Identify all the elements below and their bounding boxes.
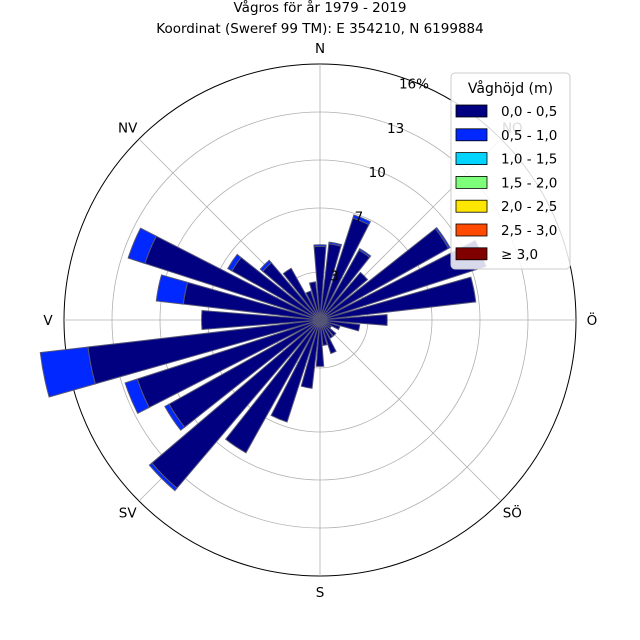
rose-bar-dir29-series0	[282, 267, 321, 321]
rose-bar-dir15-series0	[319, 319, 328, 346]
rose-bar-dir2-series1	[352, 214, 371, 226]
rose-bar-dir12-series0	[319, 319, 337, 337]
rose-bars	[39, 214, 487, 492]
rose-bar-dir3-series1	[358, 248, 372, 258]
rose-bar-dir8-series0	[319, 314, 388, 326]
legend-entry-label: 2,5 - 3,0	[501, 223, 557, 239]
chart-subtitle: Koordinat (Sweref 99 TM): E 354210, N 61…	[156, 21, 483, 37]
rose-bar-dir0-series1	[313, 244, 327, 248]
rose-bar-dir4-series0	[319, 271, 369, 321]
rose-bar-dir31-series0	[308, 281, 321, 321]
direction-label-s: S	[316, 585, 325, 601]
chart-title-group: Vågros för år 1979 - 2019 Koordinat (Swe…	[156, 0, 483, 37]
direction-label-nv: NV	[118, 121, 138, 137]
legend-swatch	[455, 128, 488, 142]
rose-bar-dir7-series0	[319, 276, 477, 321]
radial-tick-label: 3	[330, 269, 339, 285]
radial-tick-label: 16%	[399, 76, 429, 92]
direction-label-so: SÖ	[503, 503, 522, 521]
rose-bar-dir16-series0	[315, 319, 325, 367]
legend: Våghöjd (m) 0,0 - 0,5 0,5 - 1,0 1,0 - 1,5 1,…	[450, 72, 571, 270]
rose-bar-dir23-series1	[39, 346, 96, 398]
direction-labels: NNOÖSÖSSVVNV	[43, 41, 597, 601]
rose-bar-dir25-series1	[155, 274, 189, 305]
grid-spoke	[319, 319, 502, 502]
legend-entry-label: ≥ 3,0	[501, 247, 538, 263]
direction-label-n: N	[315, 41, 325, 57]
radial-tick-labels: 3 7 10 13 16%	[330, 76, 429, 284]
legend-frame	[450, 72, 571, 270]
rose-bar-dir1-series1	[328, 241, 343, 247]
legend-entry-label: 1,0 - 1,5	[501, 152, 557, 168]
rose-bar-dir5-series1	[434, 226, 451, 250]
legend-swatch	[455, 152, 488, 166]
legend-swatch	[455, 104, 488, 118]
rose-bar-dir20-series1	[148, 462, 178, 492]
rose-bar-dir22-series1	[124, 378, 150, 415]
rose-bar-dir27-series1	[227, 253, 242, 272]
rose-bar-dir18-series0	[270, 319, 321, 423]
chart-title: Vågros för år 1979 - 2019	[233, 0, 406, 16]
rose-bar-dir14-series0	[319, 319, 337, 355]
legend-entry-label: 0,5 - 1,0	[501, 128, 557, 144]
direction-label-sv: SV	[119, 505, 138, 521]
direction-label-v: V	[43, 313, 53, 329]
radial-tick-label: 10	[369, 165, 386, 181]
legend-swatch	[455, 247, 488, 261]
rose-bar-dir30-series0	[305, 290, 321, 321]
radial-tick-label: 13	[387, 121, 404, 137]
rose-bar-dir19-series0	[224, 319, 321, 454]
rose-bar-dir13-series0	[319, 319, 334, 339]
legend-entry-label: 2,0 - 2,5	[501, 199, 557, 215]
legend-swatch	[455, 223, 488, 237]
legend-swatch	[455, 175, 488, 189]
rose-bar-dir21-series1	[164, 403, 186, 431]
legend-entry-label: 0,0 - 0,5	[501, 104, 557, 120]
rose-bar-dir17-series0	[300, 319, 321, 389]
direction-label-o: Ö	[587, 311, 598, 329]
legend-swatch	[455, 199, 488, 213]
radial-tick-label: 7	[355, 210, 364, 226]
rose-bar-dir26-series1	[127, 227, 157, 265]
rose-bar-dir24-series0	[201, 309, 321, 331]
rose-bar-dir28-series1	[259, 259, 272, 272]
legend-entry-label: 1,5 - 2,0	[501, 175, 557, 191]
legend-title: Våghöjd (m)	[468, 80, 553, 97]
